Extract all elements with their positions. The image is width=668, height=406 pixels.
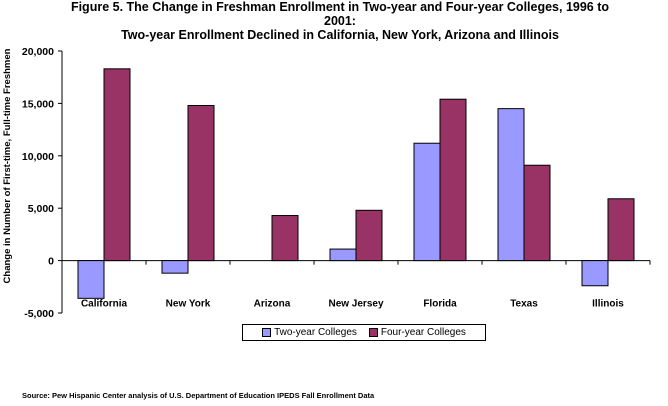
- legend-swatch-two-year: [262, 328, 272, 337]
- y-tick-label: 0: [48, 256, 54, 268]
- y-tick-label: 10,000: [22, 151, 54, 163]
- axis-layer: [58, 50, 651, 314]
- labels-layer: -5,000 0 5,000 10,000 15,000 20,000 California…: [22, 46, 624, 320]
- x-category-label: California: [81, 299, 128, 310]
- bar-two-year-texas: [497, 108, 525, 262]
- bar-four-year-texas: [523, 164, 551, 262]
- bar-two-year-florida: [413, 142, 441, 262]
- bar-two-year-illinois: [581, 260, 609, 287]
- y-tick-label: 15,000: [22, 98, 54, 110]
- x-category-label: Florida: [423, 299, 457, 310]
- chart-title-line-3: Two-year Enrollment Declined in Californ…: [121, 28, 559, 42]
- chart-title-line-1: Figure 5. The Change in Freshman Enrollm…: [70, 0, 610, 14]
- y-tick-label: -5,000: [24, 308, 54, 320]
- legend-swatch-four-year: [368, 328, 378, 337]
- y-tick-label: 20,000: [22, 46, 54, 58]
- x-category-label: New Jersey: [328, 299, 383, 310]
- x-category-label: Texas: [510, 299, 538, 310]
- bar-two-year-new-york: [161, 260, 189, 274]
- x-category-label: New York: [166, 299, 211, 310]
- bar-four-year-new-york: [187, 104, 215, 262]
- chart-legend: Two-year Colleges Four-year Colleges: [242, 324, 486, 341]
- y-axis-label: Change in Number of First-time, Full-tim…: [2, 48, 13, 283]
- x-category-label: Illinois: [592, 299, 624, 310]
- legend-label-four-year: Four-year Colleges: [380, 327, 466, 338]
- x-category-label: Arizona: [254, 299, 291, 310]
- chart-title: Figure 5. The Change in Freshman Enrollm…: [60, 0, 620, 42]
- bar-four-year-arizona: [271, 215, 299, 262]
- y-tick-label: 5,000: [28, 203, 54, 215]
- chart-title-line-2: 2001:: [324, 14, 356, 28]
- legend-item-four-year: Four-year Colleges: [368, 327, 466, 338]
- bar-four-year-florida: [439, 98, 467, 262]
- bar-two-year-california: [77, 260, 105, 299]
- source-note: Source: Pew Hispanic Center analysis of …: [22, 391, 375, 400]
- legend-label-two-year: Two-year Colleges: [274, 327, 357, 338]
- bar-four-year-new-jersey: [355, 209, 383, 262]
- legend-item-two-year: Two-year Colleges: [262, 327, 357, 338]
- bars-layer: [77, 68, 635, 299]
- bar-four-year-california: [103, 68, 131, 262]
- bar-four-year-illinois: [607, 198, 635, 262]
- bar-two-year-new-jersey: [329, 248, 357, 262]
